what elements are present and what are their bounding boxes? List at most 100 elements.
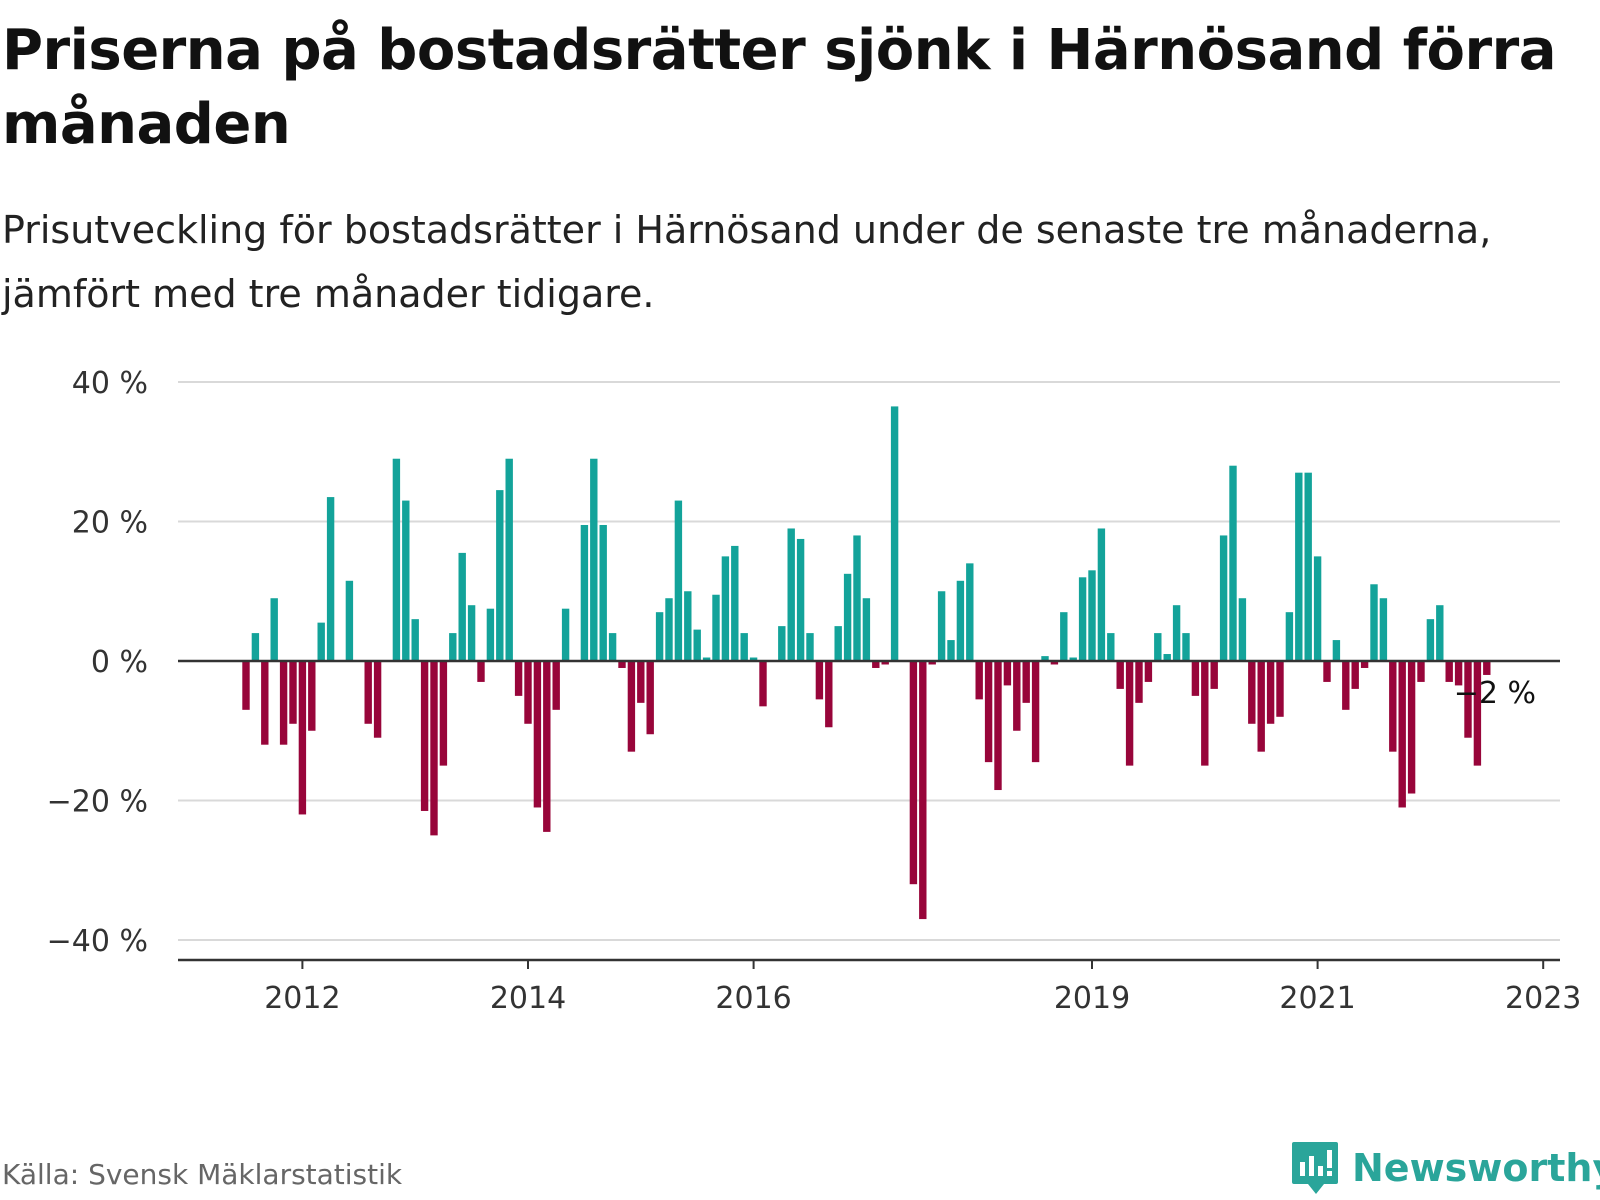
chart-subtitle: Prisutveckling för bostadsrätter i Härnö… — [2, 208, 1492, 316]
bar — [956, 580, 965, 661]
bar — [1022, 661, 1030, 703]
bar — [477, 661, 485, 682]
bar — [637, 661, 645, 703]
chart-title: Priserna på bostadsrätter sjönk i Härnös… — [2, 18, 1557, 157]
bar — [994, 661, 1002, 791]
bar — [1445, 661, 1453, 682]
bar — [439, 661, 448, 766]
bar — [684, 591, 692, 661]
bar — [1351, 661, 1359, 689]
bar — [1229, 465, 1237, 661]
bar — [1191, 661, 1200, 696]
bar — [872, 661, 880, 668]
brand-name: Newsworthy — [1352, 1146, 1600, 1190]
bar — [1342, 661, 1350, 710]
bar — [1013, 661, 1021, 731]
x-tick-label: 2012 — [264, 981, 340, 1016]
bar — [1238, 598, 1247, 661]
bar — [1031, 661, 1040, 763]
bar — [580, 524, 589, 661]
x-tick-label: 2021 — [1279, 981, 1355, 1016]
bar — [543, 661, 551, 832]
bar — [749, 657, 758, 661]
bar — [665, 598, 673, 661]
bar — [1426, 619, 1435, 661]
bar — [467, 605, 476, 661]
bar — [1069, 657, 1077, 661]
bar — [430, 661, 438, 836]
bar — [1201, 661, 1209, 766]
bar — [1295, 472, 1303, 661]
bar — [966, 563, 974, 661]
bar — [1078, 577, 1087, 661]
bar — [984, 661, 993, 763]
y-tick-label: 0 % — [91, 645, 148, 680]
last-value-annotation: −2 % — [1454, 676, 1536, 711]
y-tick-label: −40 % — [47, 924, 148, 959]
bar — [496, 490, 504, 661]
bar — [1285, 612, 1294, 661]
bar — [655, 612, 664, 661]
bar — [834, 626, 842, 661]
bar — [1313, 556, 1322, 661]
bar — [721, 556, 730, 661]
bar — [947, 640, 955, 661]
bar — [1172, 605, 1181, 661]
bar — [1107, 633, 1115, 661]
bar — [251, 633, 260, 661]
bar — [608, 633, 617, 661]
bar — [674, 500, 683, 661]
bar — [449, 633, 457, 661]
bar — [1389, 661, 1397, 752]
bar — [909, 661, 918, 885]
bar — [590, 458, 598, 661]
bar — [1360, 661, 1369, 668]
bar — [1454, 661, 1463, 686]
bar — [1135, 661, 1143, 703]
bar — [1398, 661, 1406, 808]
bar — [1407, 661, 1416, 794]
bar — [561, 608, 570, 661]
bar — [890, 406, 899, 661]
bar — [486, 608, 495, 661]
bar — [552, 661, 560, 710]
bar — [364, 661, 372, 724]
bar — [1125, 661, 1134, 766]
bar — [270, 598, 278, 661]
bar — [843, 573, 852, 661]
bar — [524, 661, 532, 724]
bar — [1417, 661, 1425, 682]
bar — [975, 661, 983, 700]
bar — [1304, 472, 1312, 661]
bar — [1276, 661, 1284, 717]
y-tick-label: 40 % — [72, 366, 148, 401]
bar — [411, 619, 419, 661]
bar — [796, 538, 805, 661]
bar — [1464, 661, 1472, 738]
bar — [261, 661, 269, 745]
bar — [928, 661, 936, 665]
bar — [1144, 661, 1153, 682]
bar — [1060, 612, 1068, 661]
x-tick-label: 2014 — [490, 981, 566, 1016]
bar — [937, 591, 946, 661]
tick-labels: 40 % 20 % 0 % −20 % −40 % 2012 2014 2016 2019 202… — [47, 366, 1582, 1016]
bar — [731, 545, 739, 661]
bar — [740, 633, 748, 661]
bar — [298, 661, 307, 815]
bar — [881, 661, 889, 665]
bar — [646, 661, 654, 735]
newsworthy-logo[interactable]: Newsworthy — [1290, 1140, 1600, 1196]
bar — [1088, 570, 1096, 661]
bar-chart: 40 % 20 % 0 % −20 % −40 % 2012 2014 2016 2019 202… — [47, 366, 1582, 1016]
bar — [759, 661, 767, 707]
bar — [505, 458, 513, 661]
bar — [815, 661, 824, 700]
bar — [1257, 661, 1265, 752]
bars — [242, 406, 1491, 920]
bar — [242, 661, 250, 710]
bar — [618, 661, 626, 668]
bar — [458, 552, 466, 661]
bar — [778, 626, 786, 661]
bar — [1473, 661, 1482, 766]
